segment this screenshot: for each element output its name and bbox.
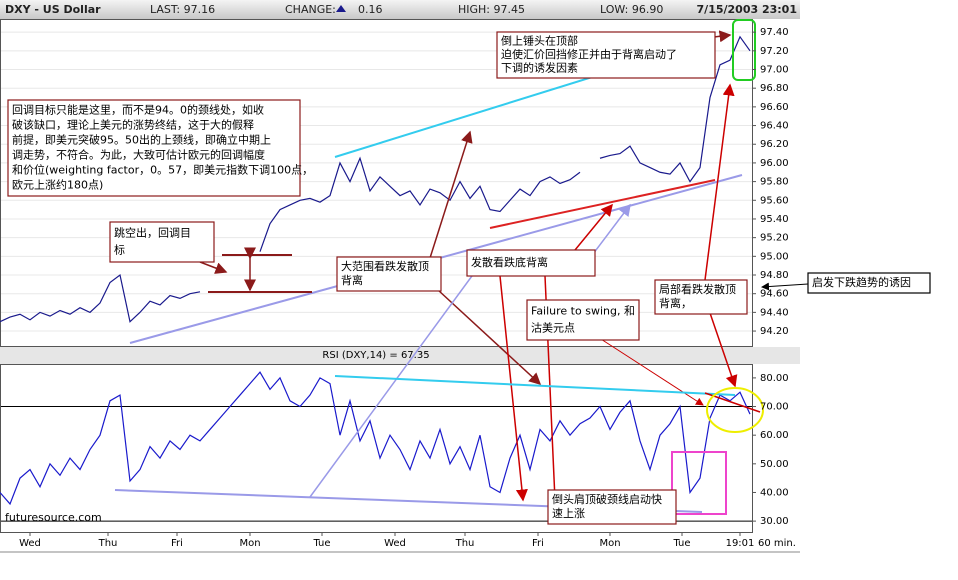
annotation-text: 迫使汇价回挡修正并由于背离启动了: [501, 47, 677, 61]
annotation-text: 跳空出，回调目: [114, 226, 191, 240]
annotation-text: 局部看跌发散顶: [659, 282, 736, 296]
x-tick-label: Mon: [599, 538, 620, 549]
y-tick-label: 97.20: [760, 46, 789, 57]
y-tick-label: 50.00: [760, 459, 789, 470]
annotation-text: 启发下跌趋势的诱因: [812, 275, 911, 289]
y-tick-label: 70.00: [760, 402, 789, 413]
annotation-box: [654, 279, 748, 315]
series-line: [0, 371, 751, 506]
x-tick-label: Fri: [532, 538, 544, 549]
y-tick-label: 95.80: [760, 177, 789, 188]
up-arrow: [336, 5, 346, 12]
annotation-text: Failure to swing, 和: [531, 305, 635, 318]
y-tick-label: 96.20: [760, 139, 789, 150]
annotation-box: [466, 249, 596, 277]
x-tick-label: Fri: [171, 538, 183, 549]
x-tick-label: Tue: [312, 538, 330, 549]
x-tick-label: Wed: [384, 538, 406, 549]
y-tick-label: 97.40: [760, 27, 789, 38]
rsi-title: RSI (DXY,14) = 67.35: [322, 350, 429, 361]
y-tick-label: 96.80: [760, 83, 789, 94]
y-tick-label: 95.60: [760, 195, 789, 206]
x-tick-label: Tue: [672, 538, 690, 549]
y-tick-label: 96.40: [760, 121, 789, 132]
annotation-text: 倒头肩顶破颈线启动快: [552, 492, 662, 506]
arrow: [709, 312, 738, 388]
x-tick-label: Thu: [455, 538, 475, 549]
series-line: [0, 35, 751, 323]
annotation-text: 前提，即美元突破95。50出的上颈线，即确立中期上: [12, 133, 271, 147]
annotation-text: 速上涨: [552, 507, 585, 520]
annotation-text: 调走势，不符合。为此，大致可估计欧元的回调幅度: [12, 148, 265, 162]
header-field: 0.16: [358, 3, 383, 16]
arrow: [761, 282, 809, 291]
highlight-box: [671, 451, 727, 515]
y-tick-label: 97.00: [760, 65, 789, 76]
arrow: [437, 289, 542, 386]
annotation-box: [526, 299, 640, 341]
header-field: CHANGE:: [285, 3, 336, 16]
annotation-text: 破该缺口，理论上美元的涨势终结，这于大的假释: [12, 118, 254, 132]
annotation-text: 背离: [341, 273, 363, 287]
rsi-header: [0, 347, 800, 364]
y-tick-label: 40.00: [760, 487, 789, 498]
annotation-text: 下调的诱发因素: [501, 60, 578, 74]
rsi-trend-line: [334, 375, 736, 396]
annotation-text: 欧元上涨约180点): [12, 179, 103, 192]
arrow: [704, 83, 735, 281]
highlight-ellipse: [706, 387, 764, 433]
arrow: [589, 203, 631, 259]
interval: 60 min.: [758, 538, 796, 549]
arrow: [199, 261, 228, 274]
datetime: 7/15/2003 23:01: [697, 3, 797, 16]
arrow: [309, 264, 481, 498]
annotation-text: 发散看跌底背离: [471, 255, 548, 269]
arrow: [429, 130, 473, 259]
annotation-text: 沽美元点: [531, 322, 575, 335]
x-tick-label: Mon: [239, 538, 260, 549]
annotation-box: [7, 99, 301, 197]
y-tick-label: 94.60: [760, 289, 789, 300]
y-tick-label: 94.20: [760, 326, 789, 337]
x-tick-label: 19:01: [726, 538, 755, 549]
symbol: DXY - US Dollar: [5, 3, 101, 16]
header-bar: [0, 0, 800, 19]
y-tick-label: 96.60: [760, 102, 789, 113]
annotation-box: [547, 489, 677, 525]
x-tick-label: Thu: [98, 538, 118, 549]
y-tick-label: 95.00: [760, 251, 789, 262]
x-tick-label: Wed: [19, 538, 41, 549]
y-tick-label: 95.40: [760, 214, 789, 225]
header-field: HIGH: 97.45: [458, 3, 525, 16]
annotation-text: 标: [114, 243, 125, 257]
annotation-text: 倒上锤头在顶部: [501, 34, 578, 48]
highlight-box: [732, 19, 756, 81]
y-tick-label: 96.00: [760, 158, 789, 169]
y-tick-label: 94.80: [760, 270, 789, 281]
annotation-text: 大范围看跌发散顶: [341, 259, 429, 273]
watermark: futuresource.com: [5, 511, 102, 524]
annotation-text: 回调目标只能是这里，而不是94。0的颈线处，如收: [12, 103, 264, 117]
annotation-box: [336, 256, 442, 292]
header-field: LAST: 97.16: [150, 3, 215, 16]
y-tick-label: 60.00: [760, 430, 789, 441]
annotation-box: [109, 221, 215, 263]
annotation-text: 和价位(weighting factor，0。57，即美元指数下调100点，: [12, 163, 313, 177]
y-tick-label: 80.00: [760, 373, 789, 384]
header-field: LOW: 96.90: [600, 3, 663, 16]
arrow: [499, 275, 528, 502]
y-tick-label: 95.20: [760, 233, 789, 244]
arrow: [574, 203, 613, 251]
annotation-text: 背离，: [659, 296, 692, 310]
annotation-box: [496, 31, 716, 79]
y-tick-label: 30.00: [760, 516, 789, 527]
y-tick-label: 94.40: [760, 307, 789, 318]
annotation-box: [807, 272, 931, 294]
